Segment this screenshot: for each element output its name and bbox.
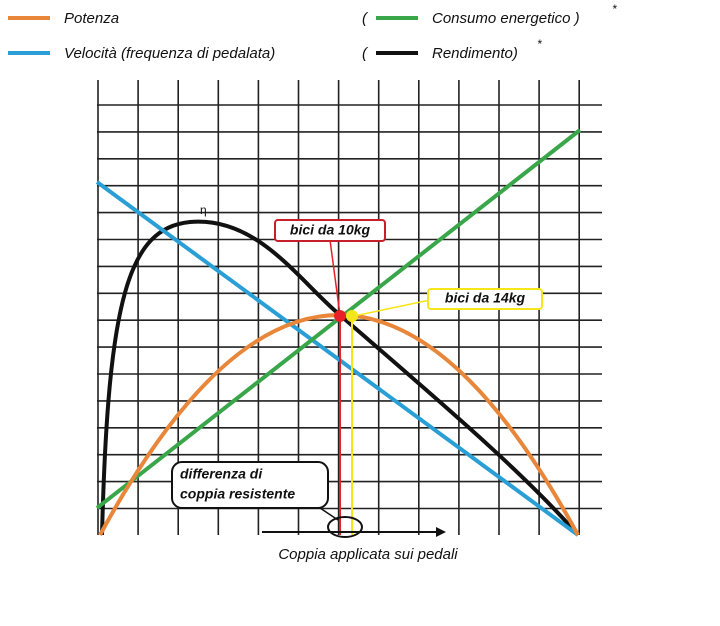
marker-14kg xyxy=(346,310,358,322)
speed-line xyxy=(95,180,580,537)
callout-line xyxy=(353,299,431,317)
axis-label: Coppia applicata sui pedali xyxy=(278,546,458,563)
annotation: coppia resistente xyxy=(180,486,295,502)
label-box xyxy=(427,288,543,310)
efficiency-curve xyxy=(100,219,580,537)
legend-label: Velocità (frequenza di pedalata) xyxy=(64,45,275,62)
label-box xyxy=(274,219,386,242)
label-box xyxy=(171,461,329,509)
curve-label: η xyxy=(200,203,207,217)
legend-paren: ( xyxy=(362,45,369,62)
annotation: bici da 10kg xyxy=(290,222,371,238)
difference-ring xyxy=(327,516,363,538)
callout-line xyxy=(329,239,341,316)
arrow-head xyxy=(436,527,446,537)
legend-paren: ( xyxy=(362,10,369,27)
annotation: bici da 14kg xyxy=(445,290,526,306)
legend-asterisk: * xyxy=(612,2,617,16)
grid xyxy=(97,80,602,535)
legend-label: Rendimento) xyxy=(432,45,518,62)
legend-label: Consumo energetico ) xyxy=(432,10,580,27)
marker-10kg xyxy=(334,310,346,322)
legend-asterisk: * xyxy=(537,37,542,51)
legend-label: Potenza xyxy=(64,10,119,27)
annotation: differenza di xyxy=(180,466,263,482)
